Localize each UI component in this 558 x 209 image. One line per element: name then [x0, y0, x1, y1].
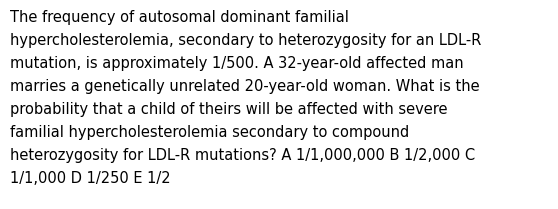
Text: marries a genetically unrelated 20-year-old woman. What is the: marries a genetically unrelated 20-year-… [10, 79, 480, 94]
Text: familial hypercholesterolemia secondary to compound: familial hypercholesterolemia secondary … [10, 125, 409, 140]
Text: mutation, is approximately 1/500. A 32-year-old affected man: mutation, is approximately 1/500. A 32-y… [10, 56, 464, 71]
Text: probability that a child of theirs will be affected with severe: probability that a child of theirs will … [10, 102, 448, 117]
Text: hypercholesterolemia, secondary to heterozygosity for an LDL-R: hypercholesterolemia, secondary to heter… [10, 33, 482, 48]
Text: heterozygosity for LDL-R mutations? A 1/1,000,000 B 1/2,000 C: heterozygosity for LDL-R mutations? A 1/… [10, 148, 475, 163]
Text: The frequency of autosomal dominant familial: The frequency of autosomal dominant fami… [10, 10, 349, 25]
Text: 1/1,000 D 1/250 E 1/2: 1/1,000 D 1/250 E 1/2 [10, 171, 171, 186]
